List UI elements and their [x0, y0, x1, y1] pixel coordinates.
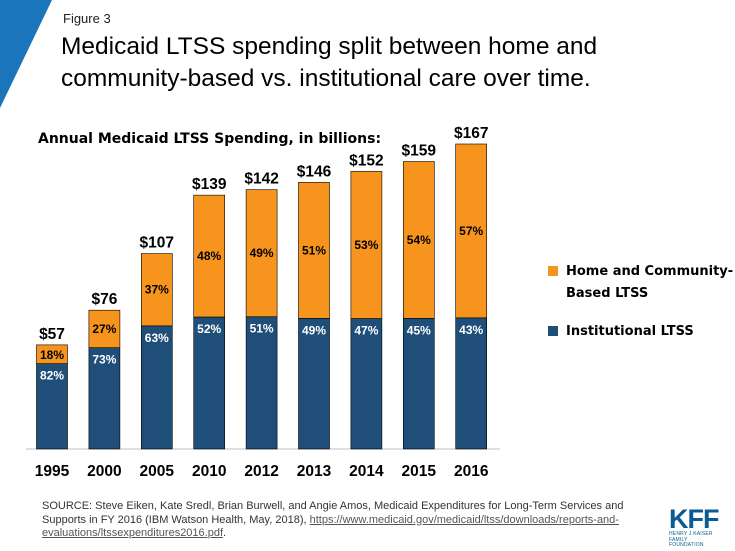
legend-label-hcbs: Home and Community- — [566, 264, 733, 279]
kff-logo-subtext: HENRY J KAISER FAMILY FOUNDATION — [669, 531, 713, 548]
bar-institutional-2015 — [402, 318, 435, 450]
bar-institutional-2010 — [193, 316, 225, 450]
pct-label-hcbs-2013: 51% — [302, 243, 326, 257]
source-note: SOURCE: Steve Eiken, Kate Sredl, Brian B… — [42, 500, 662, 541]
bar-hcbs-2010 — [193, 194, 225, 318]
bar-institutional-2014 — [350, 318, 383, 450]
bar-hcbs-2000 — [88, 309, 121, 348]
chart-title: Annual Medicaid LTSS Spending, in billio… — [38, 131, 381, 147]
stacked-bar-chart: Annual Medicaid LTSS Spending, in billio… — [26, 125, 733, 480]
kff-logo-mark: KFF — [669, 504, 719, 534]
bar-institutional-2012 — [245, 316, 278, 450]
bar-hcbs-2014 — [350, 171, 383, 319]
pct-label-institutional-1995: 82% — [40, 369, 64, 383]
source-link[interactable]: https://www.medicaid.gov/medicaid/ltss/d… — [42, 513, 619, 540]
bar-institutional-2013 — [298, 318, 330, 450]
pct-label-institutional-2010: 52% — [197, 322, 221, 336]
pct-label-hcbs-1995: 18% — [40, 348, 64, 362]
pct-label-hcbs-2010: 48% — [197, 249, 221, 263]
bars-group: 82% 18% $57 1995 73% 27% $76 2000 63% 37% $107 2005… — [35, 125, 489, 480]
total-label-2016: $167 — [454, 125, 488, 142]
source-suffix: . — [223, 527, 227, 539]
x-tick-label-2016: 2016 — [454, 463, 489, 480]
pct-label-institutional-2014: 47% — [354, 324, 378, 338]
total-label-2013: $146 — [297, 163, 332, 180]
x-tick-label-2005: 2005 — [140, 463, 175, 480]
bar-hcbs-2005 — [141, 253, 173, 327]
legend-swatch-hcbs — [548, 266, 558, 276]
pct-label-institutional-2012: 51% — [250, 322, 274, 336]
legend-swatch-institutional — [548, 326, 558, 336]
bar-hcbs-2012 — [245, 189, 278, 318]
x-tick-label-1995: 1995 — [35, 463, 70, 480]
bar-institutional-2000 — [88, 347, 121, 450]
bar-hcbs-1995 — [36, 344, 68, 364]
bar-hcbs-2015 — [402, 161, 435, 319]
pct-label-institutional-2016: 43% — [459, 323, 483, 337]
pct-label-institutional-2005: 63% — [145, 331, 169, 345]
total-label-2005: $107 — [140, 235, 174, 252]
bar-hcbs-2016 — [455, 143, 488, 319]
pct-label-hcbs-2000: 27% — [92, 322, 116, 336]
total-label-2000: $76 — [91, 291, 117, 308]
pct-label-hcbs-2005: 37% — [145, 283, 169, 297]
kff-logo: KFF HENRY J KAISER FAMILY FOUNDATION — [669, 504, 729, 548]
bar-institutional-2016 — [455, 317, 488, 450]
pct-label-institutional-2015: 45% — [407, 323, 431, 337]
total-label-2015: $159 — [402, 143, 437, 160]
total-label-1995: $57 — [39, 326, 65, 343]
pct-label-hcbs-2015: 54% — [407, 233, 431, 247]
x-tick-label-2010: 2010 — [192, 463, 226, 480]
pct-label-hcbs-2012: 49% — [250, 246, 274, 260]
page-title: Medicaid LTSS spending split between hom… — [61, 33, 598, 92]
total-label-2010: $139 — [192, 176, 227, 193]
pct-label-institutional-2013: 49% — [302, 323, 326, 337]
x-tick-label-2000: 2000 — [87, 463, 121, 480]
x-tick-label-2012: 2012 — [244, 463, 278, 480]
bar-institutional-2005 — [141, 325, 173, 450]
legend-label-institutional: Institutional LTSS — [566, 324, 694, 339]
total-label-2012: $142 — [244, 171, 278, 188]
pct-label-institutional-2000: 73% — [92, 353, 116, 367]
x-tick-label-2013: 2013 — [297, 463, 332, 480]
pct-label-hcbs-2014: 53% — [354, 238, 378, 252]
legend-label-hcbs-line2: Based LTSS — [566, 286, 648, 301]
x-tick-label-2014: 2014 — [349, 463, 384, 480]
figure-label: Figure 3 — [63, 11, 111, 26]
bar-hcbs-2013 — [298, 182, 330, 319]
pct-label-hcbs-2016: 57% — [459, 224, 483, 238]
legend: Home and Community- Based LTSS Institution… — [548, 264, 733, 339]
source-text: SOURCE: Steve Eiken, Kate Sredl, Brian B… — [42, 500, 624, 526]
x-tick-label-2015: 2015 — [402, 463, 437, 480]
corner-accent-wedge — [0, 0, 52, 108]
total-label-2014: $152 — [349, 152, 383, 169]
